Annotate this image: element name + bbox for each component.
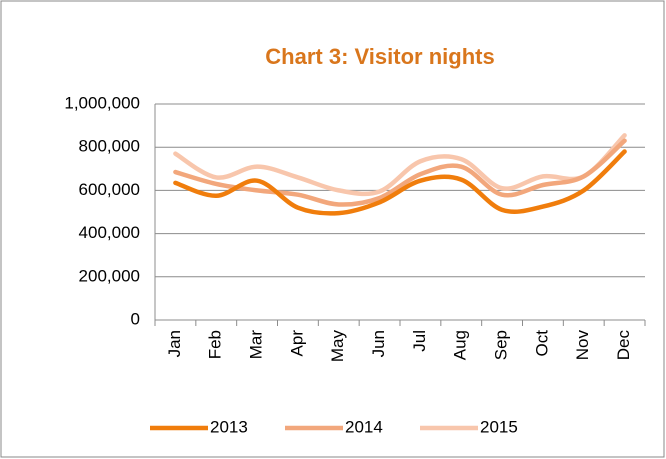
y-tick-label: 1,000,000 <box>64 93 140 112</box>
y-tick-label: 400,000 <box>79 223 140 242</box>
y-tick-label: 600,000 <box>79 180 140 199</box>
y-tick-label: 0 <box>131 309 140 328</box>
x-tick-label: Jun <box>369 330 388 357</box>
x-tick-label: Sep <box>492 330 511 360</box>
x-tick-label: Dec <box>614 330 633 361</box>
chart-title: Chart 3: Visitor nights <box>265 44 494 69</box>
series-line <box>173 138 627 207</box>
x-tick-label: Mar <box>247 330 266 360</box>
series-line <box>173 133 627 197</box>
x-tick-label: Oct <box>532 330 551 357</box>
x-tick-label: Jul <box>410 330 429 352</box>
legend-label: 2013 <box>210 417 248 436</box>
x-tick-label: Apr <box>287 330 306 357</box>
legend-label: 2015 <box>480 417 518 436</box>
y-tick-label: 200,000 <box>79 266 140 285</box>
x-tick-label: Aug <box>451 330 470 360</box>
x-tick-label: Jan <box>165 330 184 357</box>
legend-label: 2014 <box>345 417 383 436</box>
y-tick-label: 800,000 <box>79 137 140 156</box>
x-tick-label: May <box>328 330 347 363</box>
series-line <box>173 149 627 216</box>
x-tick-label: Feb <box>206 330 225 359</box>
x-tick-label: Nov <box>573 330 592 361</box>
